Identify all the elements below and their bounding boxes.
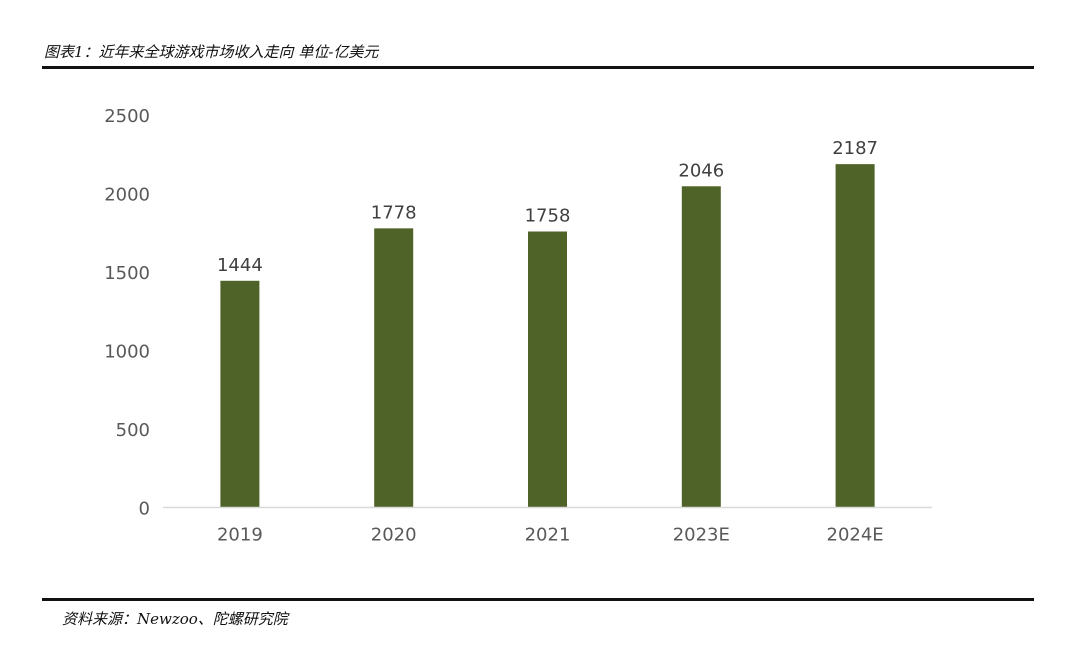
x-tick-label: 2020 <box>371 525 417 546</box>
bar-2024E <box>835 164 875 508</box>
y-tick-label: 2000 <box>104 185 150 206</box>
figure-caption: 图表1：近年来全球游戏市场收入走向 单位-亿美元 <box>44 43 379 61</box>
data-label: 2046 <box>678 160 724 181</box>
y-tick-label: 1500 <box>104 263 150 284</box>
y-tick-label: 0 <box>139 499 150 520</box>
x-tick-label: 2023E <box>673 525 730 546</box>
y-tick-label: 1000 <box>104 342 150 363</box>
data-label: 1758 <box>525 205 571 226</box>
y-tick-label: 500 <box>116 420 150 441</box>
y-tick-label: 2500 <box>104 106 150 127</box>
bottom-rule <box>42 598 1034 601</box>
x-tick-label: 2021 <box>525 525 571 546</box>
x-tick-label: 2019 <box>217 525 263 546</box>
top-rule <box>42 66 1034 69</box>
data-label: 2187 <box>832 138 878 159</box>
data-label: 1778 <box>371 202 417 223</box>
data-label: 1444 <box>217 255 263 276</box>
x-tick-label: 2024E <box>827 525 884 546</box>
bar-2020 <box>374 228 414 508</box>
bar-2019 <box>220 280 260 508</box>
bar-2023E <box>681 186 721 508</box>
source-note: 资料来源：Newzoo、陀螺研究院 <box>62 610 288 628</box>
bar-2021 <box>528 231 567 508</box>
